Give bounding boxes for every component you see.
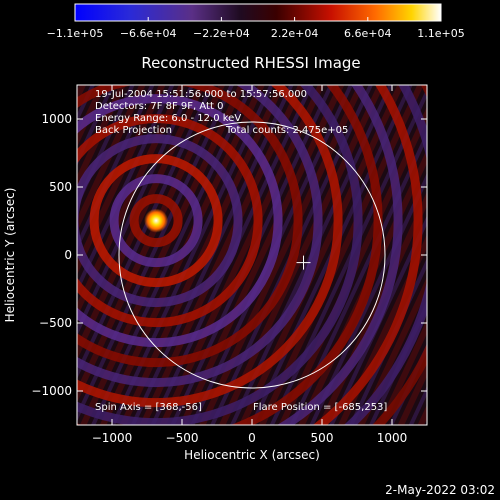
annotation-flare-position: Flare Position = [-685,253] xyxy=(253,402,387,413)
y-axis-label: Heliocentric Y (arcsec) xyxy=(3,188,17,323)
spin-axis-marker xyxy=(296,255,311,270)
back-projection-ring xyxy=(312,85,423,425)
annotation-spin-axis: Spin Axis = [368,-56] xyxy=(95,402,202,413)
back-projection-ring xyxy=(276,85,403,425)
y-tick-label: −1000 xyxy=(31,384,72,398)
x-axis-label: Heliocentric X (arcsec) xyxy=(184,448,320,462)
back-projection-ring xyxy=(77,85,383,425)
chart-title: Reconstructed RHESSI Image xyxy=(141,54,360,72)
colorbar-tick-label: 1.1e+05 xyxy=(417,27,464,40)
annotation-total-counts: Total counts: 2.475e+05 xyxy=(225,125,348,136)
back-projection-ring xyxy=(89,154,223,288)
back-projection-ring xyxy=(109,174,203,268)
colorbar-tick-label: 6.6e+04 xyxy=(344,27,391,40)
y-tick-label: 500 xyxy=(49,180,72,194)
x-tick-label: −500 xyxy=(166,431,199,445)
x-tick-label: 0 xyxy=(248,431,256,445)
colorbar-tick-label: 2.2e+04 xyxy=(271,27,318,40)
flare-rings xyxy=(77,85,427,425)
colorbar-gradient xyxy=(74,3,442,22)
colorbar-ticks: −1.1e+05 −6.6e+04 −2.2e+04 2.2e+04 6.6e+04 1.… xyxy=(47,17,465,40)
colorbar-tick-label: −2.2e+04 xyxy=(193,27,250,40)
x-tick-label: −1000 xyxy=(92,431,133,445)
colorbar: −1.1e+05 −6.6e+04 −2.2e+04 2.2e+04 6.6e+04 1.… xyxy=(47,3,465,40)
y-tick-label: 1000 xyxy=(41,112,72,126)
x-tick-label: 500 xyxy=(311,431,334,445)
x-tick-label: 1000 xyxy=(377,431,408,445)
back-projection-ring xyxy=(77,134,243,308)
y-axis: −1000 −500 0 500 1000 xyxy=(31,112,427,398)
annotation-time-range: 19-Jul-2004 15:51:56.000 to 15:57:56.000 xyxy=(95,89,307,100)
y-tick-label: −500 xyxy=(39,316,72,330)
annotations: 19-Jul-2004 15:51:56.000 to 15:57:56.000… xyxy=(95,89,387,413)
solar-limb-circle xyxy=(118,121,386,389)
back-projection-ring xyxy=(77,114,263,328)
y-tick-label: 0 xyxy=(64,248,72,262)
back-projection-ring xyxy=(77,85,303,368)
annotation-method: Back Projection xyxy=(95,125,172,136)
back-projection-ring xyxy=(77,85,343,408)
back-projection-ring xyxy=(77,85,323,388)
annotation-detectors: Detectors: 7F 8F 9F, Att 0 xyxy=(95,101,223,112)
footer-date: 2-May-2022 03:02 xyxy=(385,483,495,497)
heatmap-area xyxy=(77,85,427,425)
back-projection-ring xyxy=(77,94,283,348)
back-projection-ring xyxy=(129,194,183,248)
colorbar-tick-label: −6.6e+04 xyxy=(120,27,177,40)
x-axis: −1000 −500 0 500 1000 xyxy=(92,85,408,445)
flare-source xyxy=(144,208,169,233)
colorbar-tick-label: −1.1e+05 xyxy=(47,27,104,40)
annotation-energy-range: Energy Range: 6.0 - 12.0 keV xyxy=(95,113,241,124)
back-projection-ring xyxy=(77,85,363,425)
